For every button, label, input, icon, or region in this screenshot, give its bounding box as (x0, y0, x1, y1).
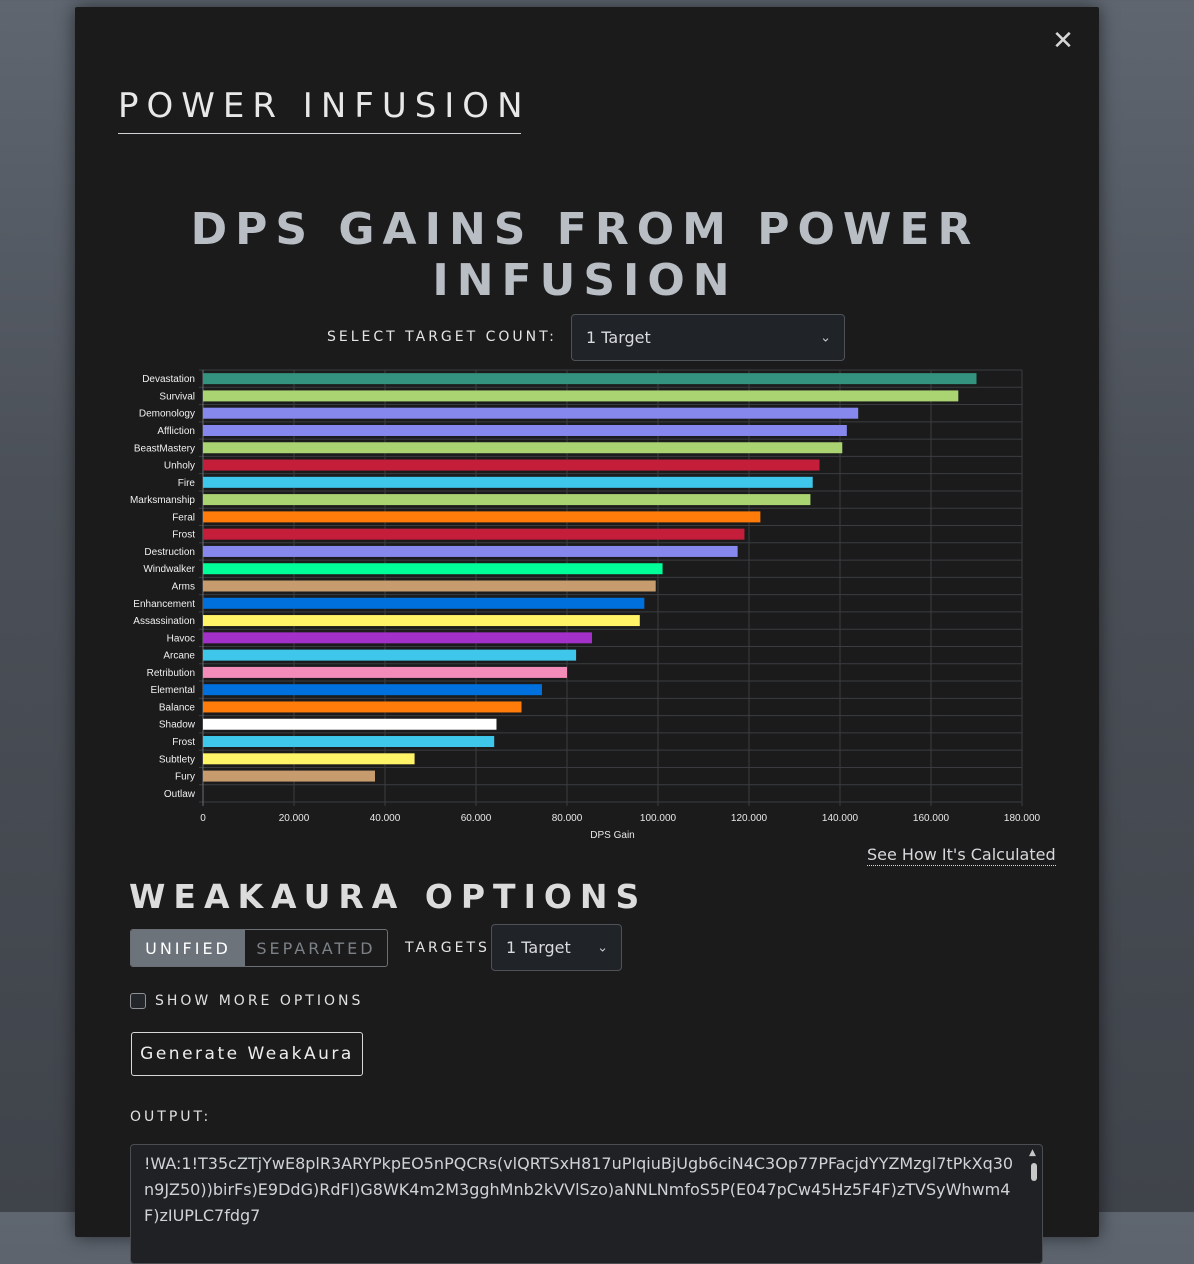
power-infusion-modal: ✕ POWER INFUSION DPS GAINS FROM POWER IN… (75, 7, 1099, 1264)
x-tick-label: 160.000 (913, 813, 950, 824)
chevron-down-icon: ⌄ (597, 940, 608, 955)
x-tick-label: 180.000 (1004, 813, 1041, 824)
category-label: Affliction (157, 426, 195, 437)
bar (203, 597, 645, 609)
bar (203, 632, 593, 644)
output-scrollbar[interactable]: ▲ (1028, 1147, 1040, 1263)
x-axis-label: DPS Gain (590, 830, 634, 841)
category-label: Balance (159, 702, 196, 713)
bar (203, 459, 820, 471)
bar (203, 666, 567, 678)
x-tick-label: 0 (200, 813, 206, 824)
category-label: Havoc (167, 633, 195, 644)
bar (203, 736, 495, 748)
category-label: Elemental (151, 685, 195, 696)
category-label: Frost (172, 530, 195, 541)
category-label: BeastMastery (134, 443, 195, 454)
targets-value: 1 Target (506, 938, 571, 957)
category-label: Windwalker (143, 564, 195, 575)
category-label: Subtlety (159, 754, 195, 765)
bar (203, 770, 375, 782)
bar (203, 476, 813, 488)
bar (203, 407, 859, 419)
x-tick-label: 60.000 (461, 813, 492, 824)
bar (203, 684, 542, 696)
scroll-thumb[interactable] (1031, 1163, 1037, 1181)
category-label: Fire (178, 478, 196, 489)
see-how-calculated-link[interactable]: See How It's Calculated (867, 845, 1056, 866)
output-textarea[interactable]: !WA:1!T35cZTjYwE8plR3ARYPkpEO5nPQCRs(vlQ… (130, 1144, 1043, 1264)
bar (203, 718, 497, 730)
category-label: Marksmanship (130, 495, 195, 506)
bar (203, 649, 577, 661)
chevron-down-icon: ⌄ (820, 330, 831, 345)
close-icon[interactable]: ✕ (1052, 26, 1074, 56)
targets-select[interactable]: 1 Target ⌄ (491, 924, 622, 971)
category-label: Retribution (147, 668, 195, 679)
weakaura-options-title: WEAKAURA OPTIONS (129, 877, 648, 916)
target-count-label: SELECT TARGET COUNT: (327, 329, 557, 345)
category-label: Assassination (133, 616, 195, 627)
show-more-options-checkbox[interactable] (130, 993, 146, 1009)
x-tick-label: 140.000 (822, 813, 859, 824)
toggle-unified[interactable]: UNIFIED (131, 930, 245, 966)
scroll-up-icon[interactable]: ▲ (1029, 1148, 1036, 1158)
mode-toggle: UNIFIED SEPARATED (130, 929, 388, 967)
target-count-select[interactable]: 1 Target ⌄ (571, 314, 845, 361)
bar (203, 511, 761, 523)
x-tick-label: 120.000 (731, 813, 768, 824)
category-label: Destruction (144, 547, 195, 558)
bar (203, 390, 959, 402)
bar (203, 424, 847, 436)
targets-label: TARGETS: (405, 940, 498, 956)
category-label: Demonology (139, 409, 195, 420)
show-more-options-label[interactable]: SHOW MORE OPTIONS (155, 993, 364, 1009)
bar (203, 615, 640, 627)
bar (203, 701, 522, 713)
category-label: Feral (172, 512, 195, 523)
page-title: POWER INFUSION (118, 85, 523, 134)
bar (203, 545, 738, 557)
dps-gain-bar-chart: 0 20.000 40.000 60.000 80.000 100.000 120.000 1… (130, 369, 1041, 841)
category-label: Survival (159, 391, 195, 402)
bar (203, 442, 843, 454)
bar (203, 563, 663, 575)
category-label: Arcane (163, 651, 195, 662)
x-tick-label: 40.000 (370, 813, 401, 824)
bar (203, 373, 977, 385)
target-count-value: 1 Target (586, 328, 651, 347)
bar (203, 528, 745, 540)
chart-title: DPS GAINS FROM POWER INFUSION (190, 204, 980, 306)
category-label: Arms (172, 582, 195, 593)
x-tick-label: 100.000 (640, 813, 677, 824)
category-label: Enhancement (133, 599, 195, 610)
category-label: Outlaw (164, 789, 196, 800)
category-label: Fury (175, 772, 195, 783)
output-label: OUTPUT: (130, 1109, 212, 1125)
x-tick-label: 20.000 (279, 813, 310, 824)
bar (203, 753, 415, 765)
category-label: Frost (172, 737, 195, 748)
category-label: Shadow (159, 720, 196, 731)
category-label: Unholy (164, 461, 195, 472)
toggle-separated[interactable]: SEPARATED (256, 938, 376, 958)
output-text: !WA:1!T35cZTjYwE8plR3ARYPkpEO5nPQCRs(vlQ… (144, 1154, 1014, 1225)
bar (203, 580, 656, 592)
generate-weakaura-button[interactable]: Generate WeakAura (131, 1032, 363, 1076)
bar (203, 494, 811, 506)
category-label: Devastation (142, 374, 195, 385)
x-tick-label: 80.000 (552, 813, 583, 824)
